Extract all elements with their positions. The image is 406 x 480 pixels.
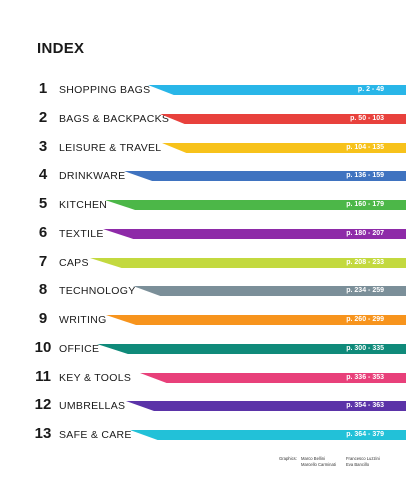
page-range: p. 300 - 335	[346, 344, 384, 352]
page-range: p. 136 - 159	[346, 172, 384, 180]
index-row[interactable]: 12 UMBRELLAS p. 354 - 363	[0, 396, 406, 414]
credit-name: Marcello Carminati	[301, 462, 336, 467]
credit-name: Marco Bellini	[301, 456, 325, 461]
section-number: 3	[38, 137, 48, 155]
page-range: p. 50 - 103	[350, 114, 384, 122]
page-range: p. 160 - 179	[346, 201, 384, 208]
section-name: KITCHEN	[59, 199, 108, 211]
page-title: INDEX	[37, 40, 85, 57]
section-name: TEXTILE	[59, 227, 104, 240]
credits-label: Graphics:	[279, 456, 297, 462]
section-color-band	[133, 286, 406, 297]
credits-column-2: Francesco Luzzini Eva Bancillo	[346, 456, 380, 468]
credit-name: Eva Bancillo	[346, 462, 370, 467]
section-number: 1	[38, 80, 48, 97]
page-range: p. 104 - 135	[346, 143, 384, 151]
section-number: 4	[38, 166, 48, 184]
section-number: 2	[38, 108, 48, 126]
section-name: CAPS	[59, 256, 89, 269]
section-name: WRITING	[59, 314, 107, 326]
section-name: KEY & TOOLS	[59, 371, 132, 384]
page-range: p. 234 - 259	[346, 287, 384, 295]
section-color-band	[126, 401, 406, 412]
page-range: p. 2 - 49	[357, 86, 384, 93]
section-number: 6	[38, 223, 48, 241]
section-color-band	[162, 142, 406, 153]
index-row[interactable]: 6 TEXTILE p. 180 - 207	[0, 224, 406, 242]
page-range: p. 336 - 353	[346, 373, 384, 381]
index-row[interactable]: 11 KEY & TOOLS p. 336 - 353	[0, 368, 406, 386]
section-name: SAFE & CARE	[59, 429, 132, 441]
section-number: 7	[38, 252, 48, 270]
section-name: UMBRELLAS	[59, 400, 126, 413]
section-color-band	[90, 257, 406, 268]
section-color-band	[103, 228, 406, 239]
section-color-band	[148, 85, 406, 95]
credits-label-text: Graphics:	[279, 456, 297, 461]
index-row[interactable]: 9 WRITING p. 260 - 299	[0, 310, 406, 328]
page-range: p. 260 - 299	[346, 316, 384, 323]
index-row[interactable]: 5 KITCHEN p. 160 - 179	[0, 195, 406, 213]
page-range: p. 364 - 379	[346, 431, 384, 438]
credits-column-1: Marco Bellini Marcello Carminati	[301, 456, 336, 468]
index-row[interactable]: 7 CAPS p. 208 - 233	[0, 253, 406, 271]
section-color-band	[160, 113, 406, 124]
section-color-band	[130, 430, 406, 440]
section-name: LEISURE & TRAVEL	[59, 141, 162, 154]
index-row[interactable]: 13 SAFE & CARE p. 364 - 379	[0, 425, 406, 443]
page-range: p. 354 - 363	[346, 402, 384, 410]
section-number: 10	[34, 338, 52, 356]
section-name: SHOPPING BAGS	[59, 84, 151, 96]
section-color-band	[124, 171, 406, 182]
section-color-band	[106, 315, 406, 325]
section-number: 13	[34, 425, 52, 442]
index-row[interactable]: 10 OFFICE p. 300 - 335	[0, 339, 406, 357]
page-range: p. 180 - 207	[346, 229, 384, 237]
index-row[interactable]: 8 TECHNOLOGY p. 234 - 259	[0, 281, 406, 299]
section-color-band	[105, 200, 406, 210]
section-name: OFFICE	[59, 342, 100, 355]
section-name: BAGS & BACKPACKS	[59, 112, 170, 125]
section-number: 11	[35, 367, 51, 385]
section-color-band	[140, 372, 406, 383]
index-row[interactable]: 1 SHOPPING BAGS p. 2 - 49	[0, 80, 406, 98]
index-row[interactable]: 3 LEISURE & TRAVEL p. 104 - 135	[0, 138, 406, 156]
section-number: 5	[38, 195, 48, 212]
section-name: DRINKWARE	[59, 170, 126, 183]
section-number: 9	[38, 310, 48, 327]
credit-name: Francesco Luzzini	[346, 456, 380, 461]
section-number: 8	[38, 281, 48, 299]
index-row[interactable]: 2 BAGS & BACKPACKS p. 50 - 103	[0, 109, 406, 127]
section-color-band	[97, 343, 406, 354]
section-name: TECHNOLOGY	[59, 285, 136, 298]
index-row[interactable]: 4 DRINKWARE p. 136 - 159	[0, 166, 406, 184]
page-range: p. 208 - 233	[346, 258, 384, 266]
section-number: 12	[34, 396, 52, 414]
